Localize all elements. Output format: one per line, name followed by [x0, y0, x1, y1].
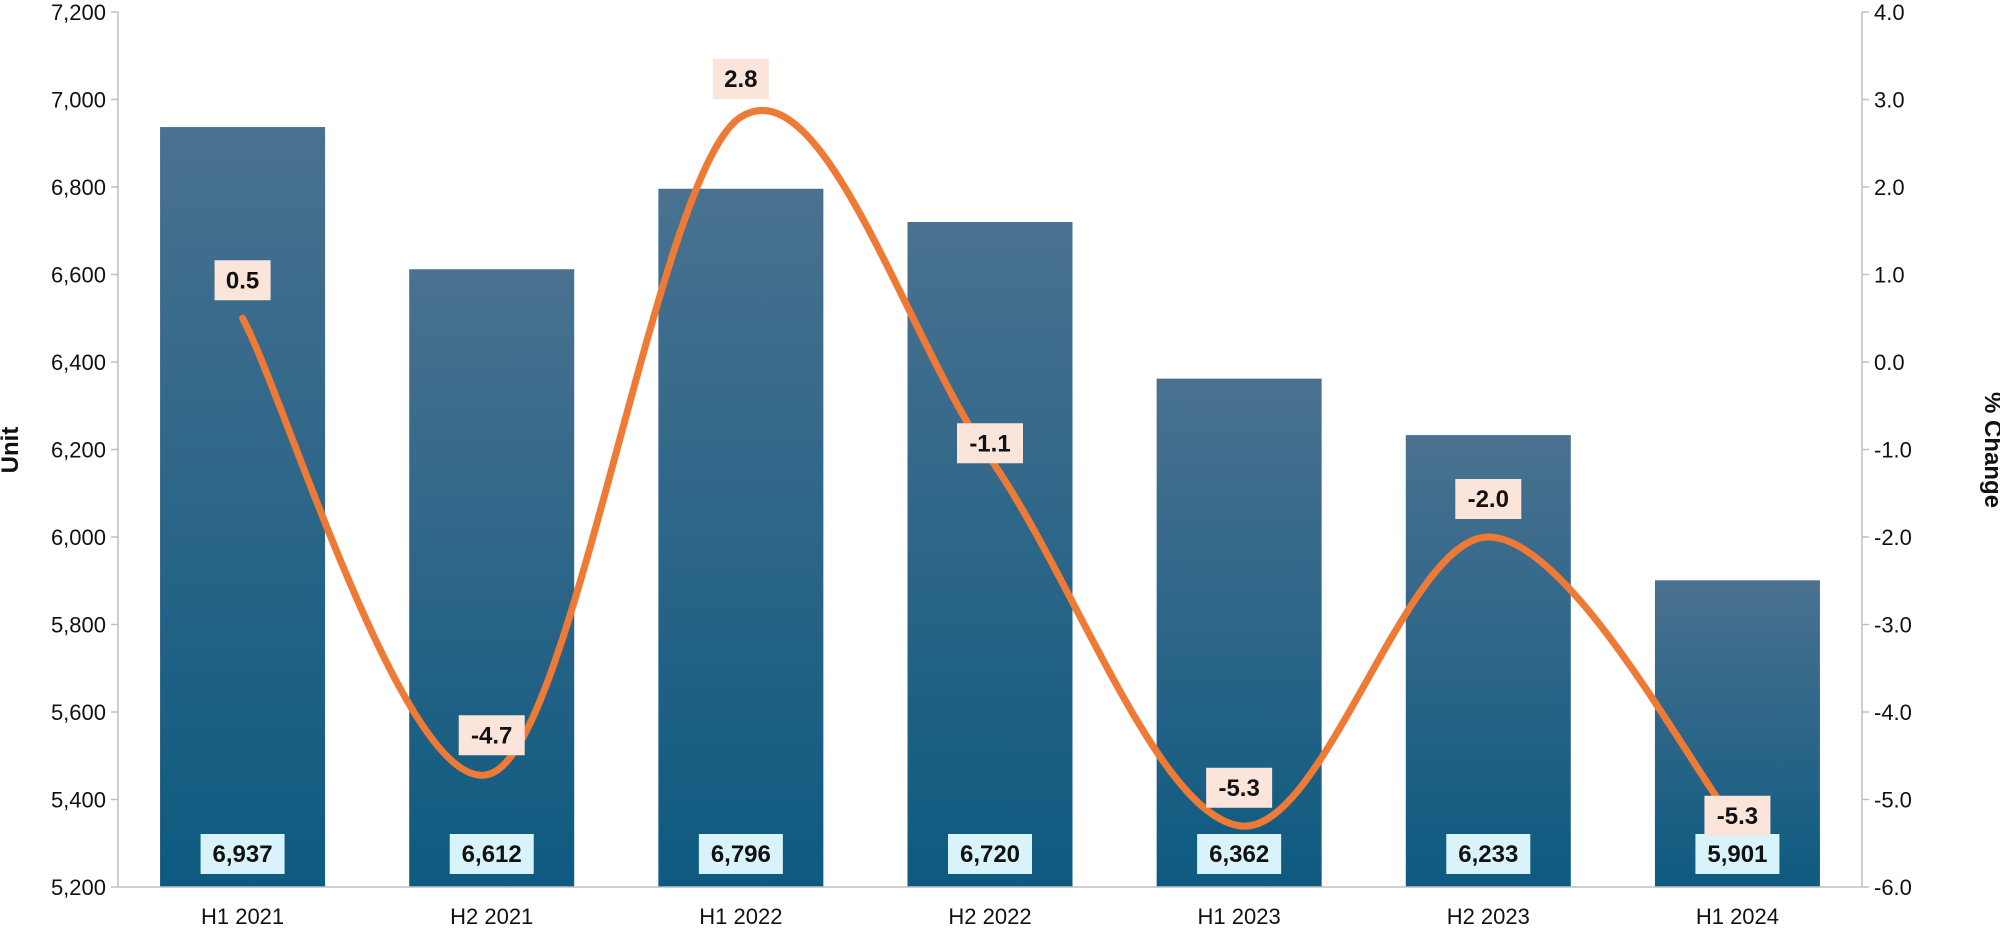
line-label-box: [1206, 767, 1273, 808]
category-axis-labels: H1 2021 H2 2021 H1 2022 H2 2022 H1 2023 H2 20…: [201, 904, 1779, 929]
right-tick-label: -6.0: [1874, 875, 1912, 900]
percent-change-line: [239, 106, 1741, 830]
line-data-labels: 0.5 -4.7 2.8 -1.1 -5.3 -2.0 -5.3: [214, 59, 1771, 836]
left-tick-label: 5,800: [51, 613, 106, 638]
right-tick-label: 2.0: [1874, 175, 1905, 200]
right-axis-ticks: -6.0 -5.0 -4.0 -3.0 -2.0 -1.0 0.0 1.0 2.0 3.0 4.0: [1862, 0, 1912, 900]
line-label-box: [1455, 479, 1522, 519]
line-value-label: -5.3: [1218, 775, 1259, 802]
right-tick-label: 3.0: [1874, 88, 1905, 113]
left-tick-label: 6,200: [51, 438, 106, 463]
bar-value-label: 6,612: [462, 841, 522, 868]
line-label-1: -4.7: [458, 715, 525, 756]
left-tick-label: 6,600: [51, 263, 106, 288]
bar-label-6: 5,901: [1695, 834, 1780, 874]
bar-label-4: 6,362: [1197, 834, 1282, 874]
line-label-0: 0.5: [214, 260, 271, 301]
bar-value-label: 6,362: [1209, 841, 1269, 868]
bar-label-2: 6,796: [698, 834, 783, 874]
category-label: H1 2021: [201, 904, 284, 929]
category-label: H1 2022: [699, 904, 782, 929]
line-label-5: -2.0: [1455, 479, 1522, 519]
line-label-box: [1704, 795, 1771, 836]
bar-1: [409, 269, 575, 887]
y2-axis-title: % Change: [1979, 392, 2000, 508]
right-tick-label: 1.0: [1874, 263, 1905, 288]
line-label-6: -5.3: [1704, 795, 1771, 836]
line-label-box: [214, 260, 271, 301]
line-point-0: [241, 317, 244, 320]
right-tick-label: -3.0: [1874, 613, 1912, 638]
line-value-label: 0.5: [226, 267, 259, 294]
bar-label-3: 6,720: [948, 834, 1032, 874]
bar-label-5: 6,233: [1446, 834, 1531, 874]
left-tick-label: 5,600: [51, 700, 106, 725]
right-tick-label: 0.0: [1874, 350, 1905, 375]
bar-value-label: 6,720: [960, 841, 1020, 868]
bar-series: [160, 127, 1820, 887]
bar-label-box: [200, 834, 285, 874]
bar-label-box: [698, 834, 783, 874]
left-tick-label: 7,200: [51, 0, 106, 25]
left-tick-label: 6,800: [51, 175, 106, 200]
category-label: H2 2022: [948, 904, 1031, 929]
line-value-label: -4.7: [471, 722, 512, 749]
bar-label-box: [1695, 834, 1780, 874]
left-axis-ticks: 5,200 5,400 5,600 5,800 6,000 6,200 6,400 6,600…: [51, 0, 118, 900]
line-label-4: -5.3: [1206, 767, 1273, 808]
line-value-label: -1.1: [969, 430, 1010, 457]
bar-value-label: 6,233: [1458, 841, 1518, 868]
bar-4: [1156, 378, 1322, 887]
line-label-box: [458, 715, 525, 756]
line-point-2: [739, 116, 742, 118]
left-tick-label: 5,400: [51, 788, 106, 813]
bar-label-box: [948, 834, 1032, 874]
line-point-4: [1238, 824, 1241, 827]
right-tick-label: -4.0: [1874, 700, 1912, 725]
bar-value-label: 5,901: [1707, 841, 1767, 868]
bar-value-label: 6,796: [711, 841, 771, 868]
category-label: H1 2023: [1198, 904, 1281, 929]
category-label: H2 2021: [450, 904, 533, 929]
bar-label-1: 6,612: [449, 834, 534, 874]
bar-2: [658, 188, 824, 887]
line-label-2: 2.8: [712, 59, 769, 99]
line-point-1: [490, 772, 493, 775]
right-tick-label: 4.0: [1874, 0, 1905, 25]
line-value-label: 2.8: [724, 66, 757, 93]
left-tick-label: 6,400: [51, 350, 106, 375]
line-label-box: [957, 423, 1023, 464]
bar-label-box: [1197, 834, 1282, 874]
line-label-box: [712, 59, 769, 99]
line-value-label: -5.3: [1717, 803, 1758, 830]
bar-label-box: [1446, 834, 1531, 874]
y-axis-title: Unit: [0, 427, 24, 474]
bar-value-label: 6,937: [213, 841, 273, 868]
right-tick-label: -2.0: [1874, 525, 1912, 550]
bar-data-labels: 6,937 6,612 6,796 6,720 6,362 6,233 5,901: [200, 834, 1780, 874]
left-tick-label: 7,000: [51, 88, 106, 113]
line-label-3: -1.1: [957, 423, 1023, 464]
left-tick-label: 5,200: [51, 875, 106, 900]
bar-label-0: 6,937: [200, 834, 285, 874]
category-label: H2 2023: [1447, 904, 1530, 929]
bar-label-box: [449, 834, 534, 874]
right-tick-label: -5.0: [1874, 788, 1912, 813]
left-tick-label: 6,000: [51, 525, 106, 550]
category-label: H1 2024: [1696, 904, 1779, 929]
line-value-label: -2.0: [1468, 486, 1509, 513]
line-point-5: [1487, 536, 1490, 538]
bar-0: [160, 127, 326, 887]
right-tick-label: -1.0: [1874, 438, 1912, 463]
